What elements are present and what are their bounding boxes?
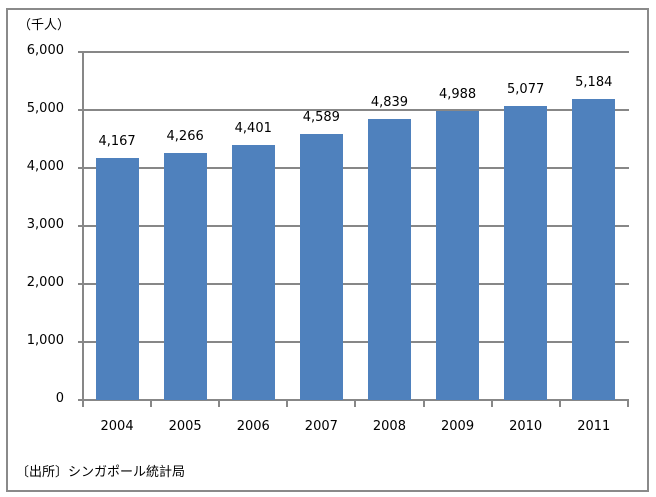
y-tick-label: 3,000 (26, 217, 64, 232)
y-tick-label: 6,000 (26, 43, 64, 58)
x-tick-label: 2008 (372, 419, 406, 434)
x-tick-label: 2007 (304, 419, 338, 434)
bar-2010 (504, 105, 548, 400)
gridline (78, 341, 629, 343)
value-label: 5,184 (575, 75, 613, 91)
y-tick-label: 1,000 (26, 333, 64, 348)
gridline (78, 109, 629, 111)
x-tick-mark (626, 400, 629, 407)
value-label: 4,401 (234, 120, 272, 136)
value-label: 4,266 (166, 128, 204, 144)
x-tick-mark (422, 400, 425, 407)
value-label: 4,589 (302, 109, 340, 125)
y-unit-label: （千人） (18, 18, 71, 33)
gridline (78, 167, 629, 169)
gridline (78, 283, 629, 285)
gridline (78, 225, 629, 227)
gridline (78, 51, 629, 53)
chart-frame (6, 8, 649, 492)
bar-2008 (367, 119, 411, 400)
x-tick-label: 2004 (100, 419, 134, 434)
x-tick-label: 2011 (577, 419, 611, 434)
y-tick-label: 5,000 (26, 101, 64, 116)
x-tick-label: 2006 (236, 419, 270, 434)
value-label: 5,077 (507, 81, 545, 97)
y-tick-label: 0 (55, 391, 64, 406)
x-tick-mark (490, 400, 493, 407)
x-tick-label: 2009 (441, 419, 475, 434)
bar-2009 (436, 110, 480, 400)
x-tick-label: 2010 (509, 419, 543, 434)
source-note: 〔出所〕シンガポール統計局 (16, 465, 186, 480)
x-tick-mark (354, 400, 357, 407)
x-tick-mark (218, 400, 221, 407)
value-label: 4,839 (370, 95, 409, 111)
x-tick-label: 2005 (168, 419, 202, 434)
x-tick-mark (150, 400, 153, 407)
bar-2007 (299, 133, 343, 400)
value-label: 4,167 (98, 134, 136, 150)
bar-2006 (231, 144, 275, 400)
gridline (78, 399, 629, 401)
bar-2011 (572, 99, 616, 400)
value-label: 4,988 (438, 86, 477, 102)
bar-2005 (163, 152, 207, 400)
y-axis (82, 52, 84, 402)
y-tick-label: 4,000 (26, 159, 64, 174)
y-tick-label: 2,000 (26, 275, 64, 290)
x-tick-mark (286, 400, 289, 407)
x-tick-mark (558, 400, 561, 407)
bar-2004 (95, 158, 139, 400)
x-tick-mark (82, 400, 84, 407)
